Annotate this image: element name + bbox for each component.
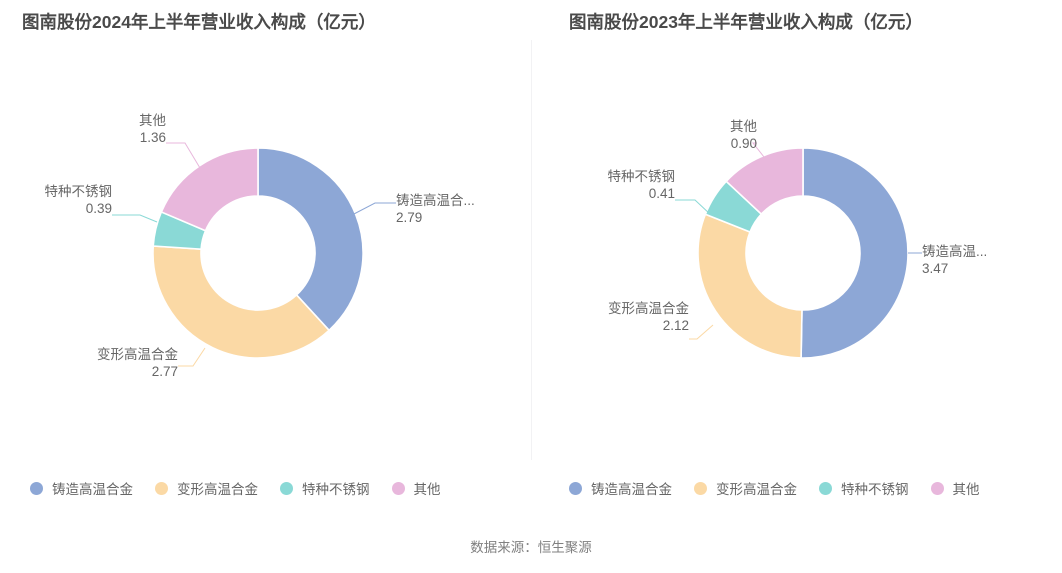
callout-value: 2.79 — [396, 210, 423, 225]
leader-line — [112, 214, 158, 223]
legend-item-label: 变形高温合金 — [716, 482, 797, 497]
donut-slice[interactable] — [152, 245, 331, 359]
leader-line — [751, 142, 765, 158]
callout-name: 特种不锈钢 — [607, 169, 676, 184]
leader-line — [178, 347, 206, 367]
callout-other-left: 其他 1.36 — [12, 112, 166, 146]
chart-panel-2023: 图南股份2023年上半年营业收入构成（亿元） 其他 0.90 特种不锈钢 0.4… — [531, 0, 1062, 520]
donut-slices-right — [697, 147, 909, 359]
legend-item[interactable]: 特种不锈钢 — [280, 478, 370, 498]
donut-svg-left — [112, 142, 396, 367]
leader-line — [351, 202, 396, 216]
callout-name: 铸造高温... — [922, 244, 988, 259]
donut-leader-lines-left — [112, 142, 396, 367]
callout-value: 0.90 — [730, 136, 757, 151]
legend-item-label: 铸造高温合金 — [591, 482, 672, 497]
legend-item-label: 特种不锈钢 — [841, 482, 909, 497]
legend-item-label: 其他 — [413, 482, 441, 497]
legend-dot-icon — [569, 481, 582, 495]
callout-name: 特种不锈钢 — [44, 184, 113, 199]
legend-dot-icon — [819, 481, 832, 495]
legend-item-label: 变形高温合金 — [177, 482, 258, 497]
callout-stainless-left: 特种不锈钢 0.39 — [0, 183, 113, 217]
page-title-right: 图南股份2023年上半年营业收入构成（亿元） — [569, 12, 923, 32]
leader-line — [689, 324, 714, 340]
legend-dot-icon — [391, 481, 405, 495]
donut-slice[interactable] — [697, 213, 803, 359]
donut-slice[interactable] — [160, 147, 259, 232]
callout-name: 变形高温合金 — [608, 301, 689, 316]
donut-slice[interactable] — [800, 147, 909, 359]
callout-value: 1.36 — [139, 130, 166, 145]
legend-dot-icon — [280, 481, 293, 495]
legend-item[interactable]: 变形高温合金 — [155, 478, 258, 498]
legend-item[interactable]: 变形高温合金 — [694, 478, 797, 498]
legend-item[interactable]: 其他 — [391, 478, 441, 498]
donut-leader-lines-right — [675, 142, 922, 340]
page-title-left: 图南股份2024年上半年营业收入构成（亿元） — [22, 12, 376, 32]
donut-chart-2024 — [0, 0, 531, 470]
panel-divider — [531, 40, 532, 460]
donut-chart-2023 — [531, 0, 1062, 470]
leader-line — [675, 199, 712, 216]
legend-item-label: 特种不锈钢 — [302, 482, 370, 497]
callout-value: 0.41 — [648, 186, 675, 201]
donut-svg-right — [675, 142, 922, 359]
callout-name: 其他 — [139, 113, 166, 128]
chart-panel-2024: 图南股份2024年上半年营业收入构成（亿元） 其他 1.36 特种不锈钢 0.3… — [0, 0, 531, 520]
legend-left: 铸造高温合金 变形高温合金 特种不锈钢 其他 — [30, 478, 441, 498]
legend-item-label: 其他 — [952, 482, 980, 497]
legend-dot-icon — [930, 481, 944, 495]
legend-dot-icon — [30, 481, 43, 495]
data-source-note: 数据来源：恒生聚源 — [470, 540, 592, 555]
callout-value: 2.77 — [151, 364, 178, 379]
callout-name: 其他 — [730, 119, 757, 134]
legend-right: 铸造高温合金 变形高温合金 特种不锈钢 其他 — [569, 478, 980, 498]
callout-value: 0.39 — [85, 201, 112, 216]
legend-item[interactable]: 其他 — [930, 478, 980, 498]
legend-item[interactable]: 铸造高温合金 — [569, 478, 672, 498]
legend-dot-icon — [155, 481, 168, 495]
callout-name: 铸造高温合... — [396, 193, 475, 208]
legend-item[interactable]: 特种不锈钢 — [819, 478, 909, 498]
legend-dot-icon — [694, 481, 707, 495]
callout-stainless-right: 特种不锈钢 0.41 — [561, 168, 676, 202]
callout-wrought-left: 变形高温合金 2.77 — [32, 346, 178, 380]
donut-slice[interactable] — [257, 147, 364, 332]
donut-slice[interactable] — [725, 147, 804, 216]
callout-other-right: 其他 0.90 — [651, 118, 757, 152]
legend-item[interactable]: 铸造高温合金 — [30, 478, 133, 498]
callout-name: 变形高温合金 — [97, 347, 178, 362]
leader-line — [166, 142, 201, 169]
callout-value: 3.47 — [922, 261, 949, 276]
donut-slices-left — [152, 147, 364, 359]
callout-wrought-right: 变形高温合金 2.12 — [547, 300, 689, 334]
callout-value: 2.12 — [662, 318, 689, 333]
callout-cast-left: 铸造高温合... 2.79 — [396, 192, 475, 226]
callout-cast-right: 铸造高温... 3.47 — [922, 243, 987, 277]
legend-item-label: 铸造高温合金 — [52, 482, 133, 497]
